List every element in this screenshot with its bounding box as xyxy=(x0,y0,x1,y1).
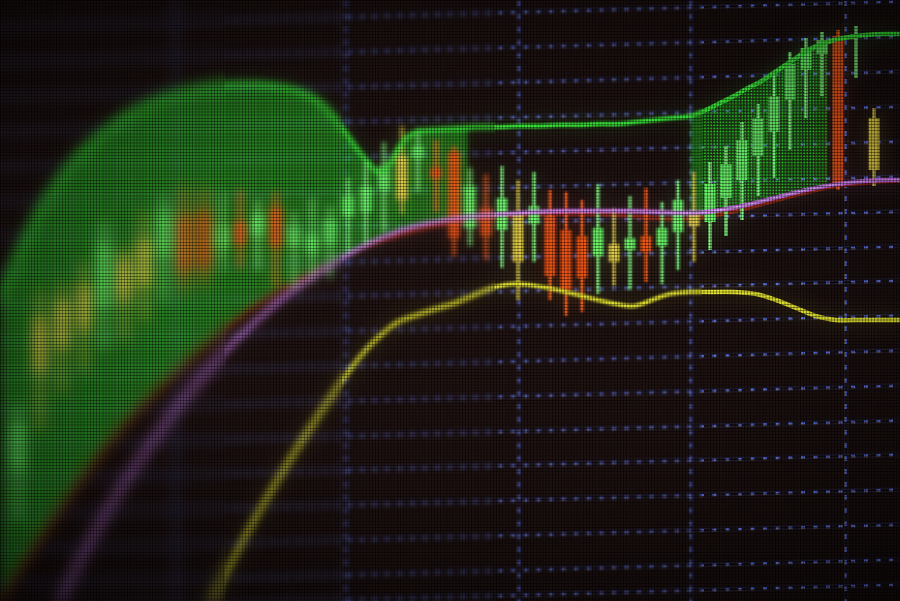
candle-body xyxy=(832,36,844,186)
candle-body xyxy=(412,146,424,158)
candle-body xyxy=(704,184,716,222)
candle-body xyxy=(656,228,668,246)
candle-body xyxy=(324,220,336,244)
candle-body xyxy=(234,222,246,244)
candle-body xyxy=(12,424,24,470)
candle-body xyxy=(608,244,620,262)
candle-body xyxy=(544,216,556,276)
candle-body xyxy=(270,208,282,246)
candle-body xyxy=(98,244,110,306)
candle-body xyxy=(360,186,372,212)
candle-body xyxy=(252,214,264,236)
candle-body xyxy=(784,64,796,100)
candle-body xyxy=(178,216,190,272)
candle-body xyxy=(396,156,408,200)
candle-body xyxy=(576,236,588,278)
candle-body xyxy=(592,228,604,256)
candle-body xyxy=(512,214,524,262)
candle-body xyxy=(624,238,636,250)
candle-body xyxy=(448,152,460,238)
candle-body xyxy=(640,236,652,252)
candle-body xyxy=(430,168,442,178)
candle-body xyxy=(528,206,540,224)
candle-body xyxy=(868,118,880,170)
candle-body xyxy=(768,96,780,132)
candle-body xyxy=(464,186,476,228)
candle-body xyxy=(288,228,300,246)
candle-body xyxy=(34,318,46,372)
candle-body xyxy=(672,200,684,232)
candle-body xyxy=(138,240,150,286)
candle-body xyxy=(198,212,210,268)
candle-body xyxy=(480,208,492,236)
candle-body xyxy=(56,300,68,348)
candle-body xyxy=(736,140,748,180)
candle-body xyxy=(118,258,130,300)
candle-body xyxy=(560,230,572,290)
candle-body xyxy=(752,118,764,156)
candle-body xyxy=(720,164,732,198)
candle-body xyxy=(158,212,170,256)
candle-body xyxy=(342,196,354,216)
candle-body xyxy=(78,286,90,330)
candle-body xyxy=(306,234,318,252)
